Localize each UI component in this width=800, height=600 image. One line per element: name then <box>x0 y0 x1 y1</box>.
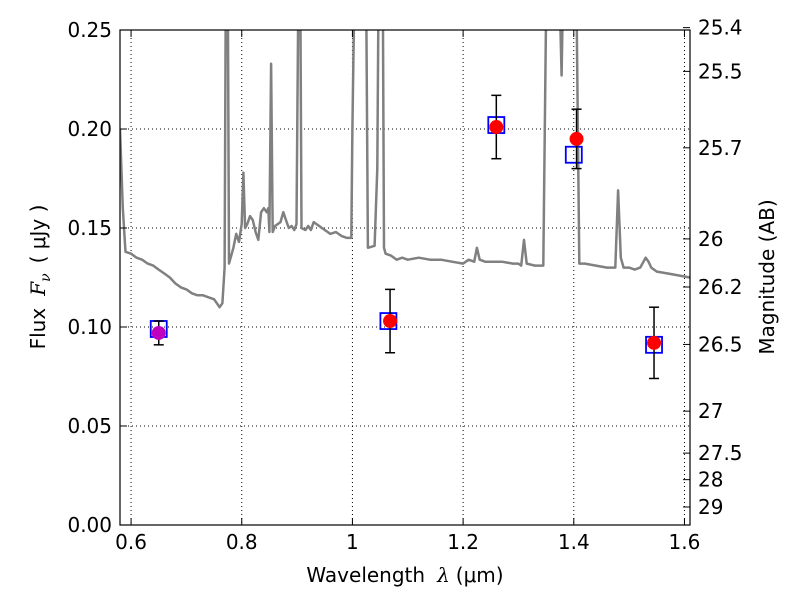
right-tick-label: 27 <box>698 399 723 423</box>
y-tick-label: 0.20 <box>67 117 112 141</box>
x-tick-label: 1.6 <box>669 530 701 554</box>
x-axis-label: Wavelength λ (μm) <box>306 563 503 587</box>
observed-flux-point <box>647 335 662 350</box>
observed-flux-point <box>383 314 398 329</box>
spectrum-line <box>120 30 690 309</box>
right-tick-label: 25.4 <box>698 16 743 40</box>
model-square-point <box>564 145 583 164</box>
x-tick-label: 1.4 <box>558 530 590 554</box>
x-axis-label-unit: (μm) <box>456 563 504 587</box>
y-tick-label: 0.05 <box>67 414 112 438</box>
observed-flux-point <box>489 120 504 135</box>
y-tick-label: 0.10 <box>67 315 112 339</box>
x-tick-label: 1.2 <box>447 530 479 554</box>
y-tick-label: 0.00 <box>67 513 112 537</box>
y-axis-label-symbol: F <box>26 281 50 297</box>
observed-flux-point <box>151 325 166 340</box>
right-tick-label: 26 <box>698 227 723 251</box>
y-axis-label-subscript: ν <box>38 273 54 282</box>
right-tick-label: 26.5 <box>698 332 743 356</box>
right-tick-label: 25.5 <box>698 59 743 83</box>
x-axis-label-symbol: λ <box>436 563 450 587</box>
x-tick-label: 0.8 <box>226 530 258 554</box>
x-axis-label-text: Wavelength <box>306 563 425 587</box>
x-tick-label: 0.6 <box>115 530 147 554</box>
ticks: 0.6 0.8 1 1.2 1.4 1.6 0.00 0.05 0.10 0.15 0.20 0.25… <box>67 16 742 554</box>
y-axis-label: Flux Fν ( μJy ) <box>26 205 54 350</box>
right-tick-label: 26.2 <box>698 275 743 299</box>
right-axis-label: Magnitude (AB) <box>755 199 779 354</box>
y-axis-label-unit: ( μJy ) <box>26 205 50 264</box>
plot-area <box>120 30 690 380</box>
right-tick-label: 28 <box>698 468 723 492</box>
right-tick-label: 27.5 <box>698 441 743 465</box>
axes-frame <box>119 29 691 526</box>
y-tick-label: 0.15 <box>67 216 112 240</box>
x-tick-label: 1 <box>346 530 359 554</box>
observed-flux-point <box>569 131 584 146</box>
y-tick-label: 0.25 <box>67 18 112 42</box>
right-tick-label: 29 <box>698 495 723 519</box>
right-tick-label: 25.7 <box>698 136 743 160</box>
y-axis-label-text: Flux <box>26 308 50 350</box>
